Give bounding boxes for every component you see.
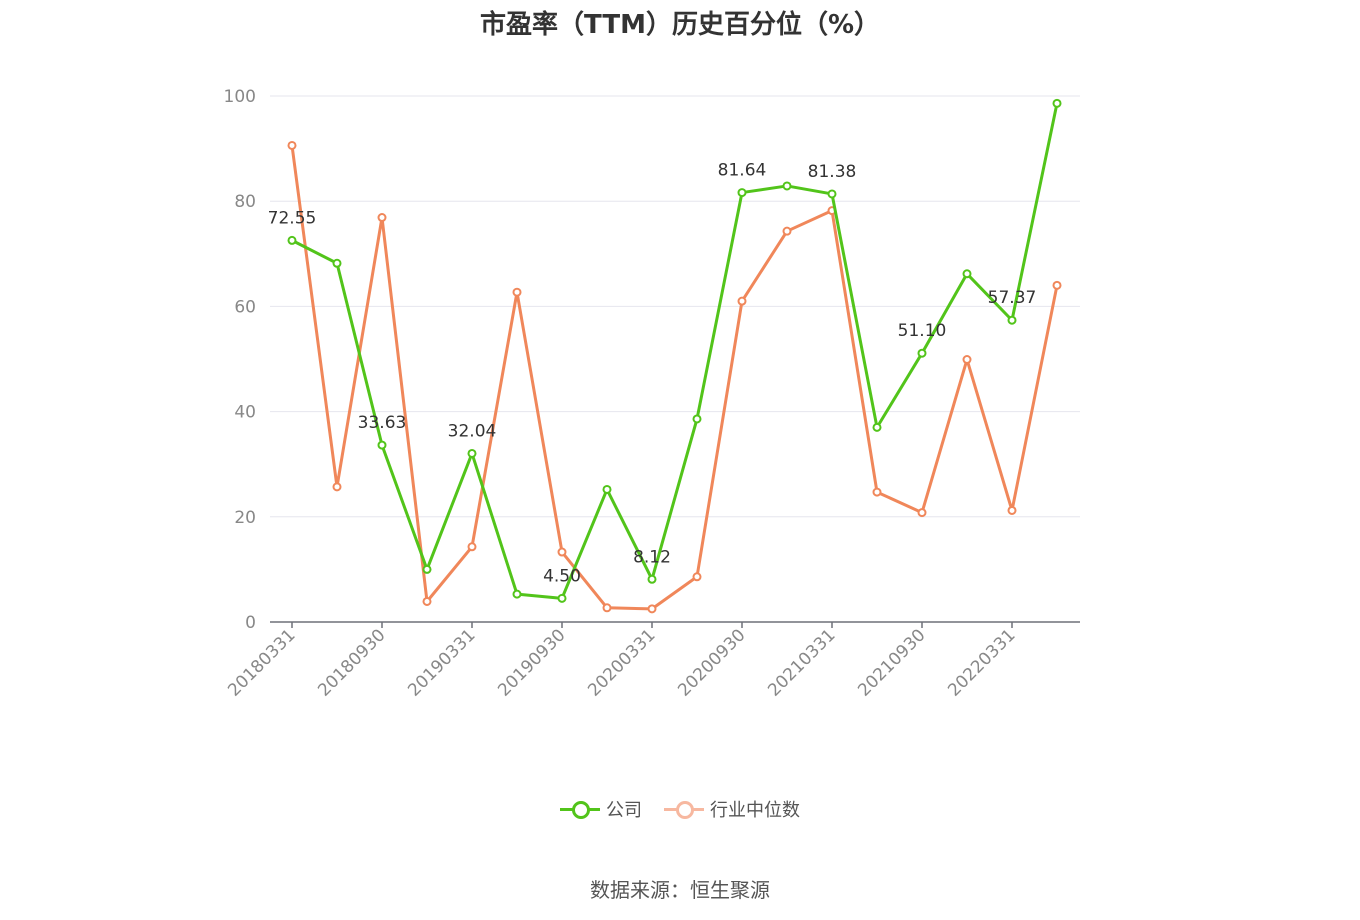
data-point-company[interactable] [512,589,522,599]
data-point-industry-median[interactable] [872,487,882,497]
data-label: 72.55 [268,208,317,228]
data-point-industry-median[interactable] [332,482,342,492]
data-label: 81.38 [808,162,857,182]
x-tick-label: 20190331 [404,625,479,700]
legend-swatch-icon [560,800,600,819]
data-label: 51.10 [898,321,947,341]
x-tick-label: 20180331 [224,625,299,700]
data-point-company[interactable] [647,574,657,584]
x-tick-label: 20190930 [494,625,569,700]
data-point-company[interactable] [557,593,567,603]
label-layer: 72.55 33.63 32.04 4.50 8.12 81.64 81.38 51.10 57… [268,161,1037,587]
data-point-industry-median[interactable] [692,572,702,582]
data-label: 57.37 [988,288,1037,308]
y-tick-label: 80 [234,192,256,212]
chart-title: 市盈率（TTM）历史百分位（%） [480,10,880,40]
data-point-industry-median[interactable] [647,604,657,614]
data-point-company[interactable] [422,564,432,574]
y-tick-label: 100 [224,87,256,107]
x-tick-label: 20180930 [314,625,389,700]
data-point-company[interactable] [467,448,477,458]
data-point-company[interactable] [332,258,342,268]
legend-item-industry-median[interactable]: 行业中位数 [664,796,800,822]
data-label: 32.04 [448,421,497,441]
data-point-industry-median[interactable] [557,547,567,557]
x-tick-label: 20200930 [674,625,749,700]
data-point-company[interactable] [872,422,882,432]
y-tick-label: 60 [234,297,256,317]
data-point-industry-median[interactable] [782,226,792,236]
legend-label: 行业中位数 [710,800,800,821]
data-label: 81.64 [718,161,767,181]
data-point-company[interactable] [962,269,972,279]
data-point-company[interactable] [737,188,747,198]
y-tick-label: 20 [234,508,256,528]
legend-label: 公司 [606,800,642,821]
data-label: 33.63 [358,413,407,433]
y-tick-label: 40 [234,403,256,423]
data-point-industry-median[interactable] [287,140,297,150]
data-label: 4.50 [543,566,581,586]
legend: 公司 行业中位数 [0,796,1360,822]
data-point-company[interactable] [692,414,702,424]
data-point-industry-median[interactable] [737,296,747,306]
data-point-industry-median[interactable] [602,603,612,613]
x-tick-label: 20200331 [584,625,659,700]
data-point-company[interactable] [917,348,927,358]
data-point-company[interactable] [602,484,612,494]
data-point-company[interactable] [782,181,792,191]
data-point-industry-median[interactable] [917,508,927,518]
data-label: 8.12 [633,547,671,567]
x-tick-label: 20210331 [764,625,839,700]
data-point-company[interactable] [1052,98,1062,108]
data-point-industry-median[interactable] [512,287,522,297]
data-point-company[interactable] [1007,315,1017,325]
data-point-industry-median[interactable] [1007,505,1017,515]
data-point-company[interactable] [377,440,387,450]
x-tick-label: 20220331 [944,625,1019,700]
legend-item-company[interactable]: 公司 [560,796,642,822]
series-line-industry-median [290,145,1059,611]
series-layer [287,98,1062,614]
series-line-company [291,103,1059,600]
data-point-company[interactable] [827,189,837,199]
data-source: 数据来源：恒生聚源 [590,878,770,902]
data-point-industry-median[interactable] [422,596,432,606]
legend-swatch-icon [664,800,704,819]
x-tick-label: 20210930 [854,625,929,700]
data-point-company[interactable] [287,235,297,245]
y-tick-label: 0 [245,613,256,633]
data-point-industry-median[interactable] [377,213,387,223]
data-point-industry-median[interactable] [467,542,477,552]
data-point-industry-median[interactable] [962,355,972,365]
data-point-industry-median[interactable] [1052,280,1062,290]
